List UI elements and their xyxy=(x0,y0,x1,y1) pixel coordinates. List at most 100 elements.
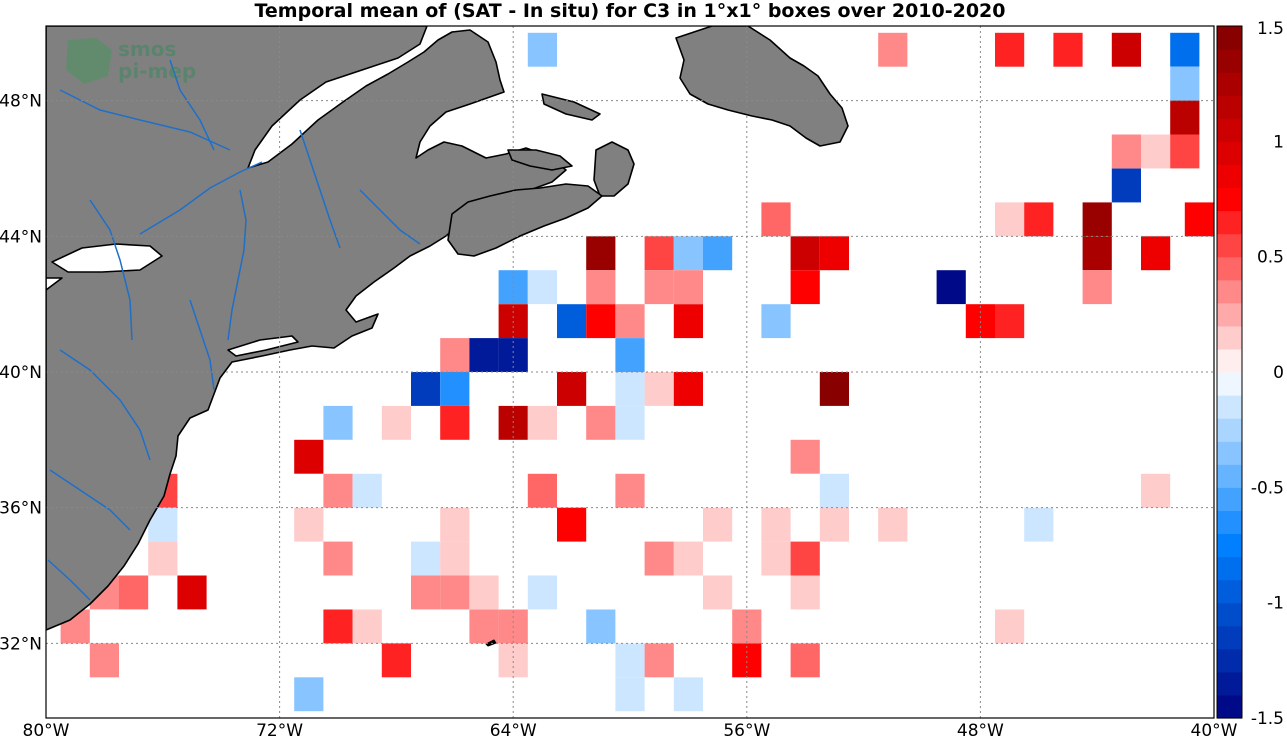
colorbar-swatch xyxy=(1217,395,1242,419)
heatmap-cell xyxy=(703,507,733,542)
heatmap-cell xyxy=(761,541,791,576)
lat-tick-label: 44°N xyxy=(0,227,42,247)
colorbar-frame xyxy=(1216,25,1243,719)
lon-tick-label: 48°W xyxy=(957,721,1004,738)
heatmap-cell xyxy=(819,236,849,271)
heatmap-cell xyxy=(323,473,353,508)
heatmap-cell xyxy=(381,643,411,678)
colorbar-swatch xyxy=(1217,372,1242,396)
map-title: Temporal mean of (SAT - In situ) for C3 … xyxy=(254,0,1006,22)
land-lake-ontario xyxy=(51,243,163,273)
colorbar-swatch xyxy=(1217,95,1242,119)
land-nova-scotia xyxy=(447,183,603,257)
heatmap-cell xyxy=(586,270,616,305)
heatmap-cell xyxy=(527,473,557,508)
heatmap-cell xyxy=(615,405,645,440)
colorbar-swatch xyxy=(1217,671,1242,696)
logo-line-1: smos xyxy=(118,37,176,61)
heatmap-cell xyxy=(1170,100,1200,135)
heatmap-cell xyxy=(527,405,557,440)
colorbar-tick-label: -0.5 xyxy=(1251,478,1284,498)
river-10 xyxy=(89,199,133,341)
river-st-lawrence xyxy=(139,161,263,235)
heatmap-cell xyxy=(411,372,441,406)
heatmap-cell xyxy=(1141,236,1171,271)
colorbar-tick-label: 1.5 xyxy=(1257,19,1284,39)
heatmap-cell xyxy=(352,609,382,644)
colorbar-tick-label: 1 xyxy=(1273,132,1284,152)
heatmap-cell xyxy=(1141,473,1171,508)
lat-tick-label: 36°N xyxy=(0,499,42,519)
heatmap-cell xyxy=(440,405,470,440)
heatmap-cell xyxy=(995,32,1025,67)
heatmap-cell xyxy=(586,304,616,339)
lon-tick-label: 80°W xyxy=(23,721,70,738)
colorbar-swatch xyxy=(1217,487,1242,511)
heatmap-cell xyxy=(703,575,733,610)
heatmap-cell xyxy=(936,270,966,305)
colorbar-swatch xyxy=(1217,648,1242,673)
heatmap-cell xyxy=(644,541,674,576)
heatmap-cell xyxy=(673,304,703,339)
heatmap-cell xyxy=(557,372,587,406)
heatmap-cell xyxy=(294,677,324,712)
colorbar-swatch xyxy=(1217,141,1242,165)
river-9 xyxy=(359,189,421,245)
land-newfoundland xyxy=(675,26,849,147)
heatmap-cell xyxy=(615,643,645,678)
heatmap-cell xyxy=(586,405,616,440)
colorbar-swatch xyxy=(1217,210,1242,235)
heatmap-cell xyxy=(615,473,645,508)
colorbar-tick-label: 0 xyxy=(1273,363,1284,383)
land-cape-breton xyxy=(593,141,635,197)
heatmap-cell xyxy=(89,643,119,678)
river-6 xyxy=(59,349,151,461)
longitude-tick-labels: 80°W 72°W 64°W 56°W 48°W 40°W xyxy=(23,721,1238,738)
lon-tick-label: 72°W xyxy=(256,721,303,738)
heatmap-cell xyxy=(878,507,908,542)
heatmap-cell xyxy=(644,236,674,271)
heatmap-cell xyxy=(1170,134,1200,169)
heatmap-cell xyxy=(790,270,820,305)
land-north-america xyxy=(46,26,567,631)
heatmap-cell xyxy=(878,32,908,67)
colorbar-swatch xyxy=(1217,26,1242,50)
heatmap-cell xyxy=(119,575,149,610)
heatmap-cell xyxy=(995,304,1025,339)
colorbar-swatch xyxy=(1217,348,1242,373)
heatmap-cell xyxy=(819,507,849,542)
heatmap-cell xyxy=(615,338,645,372)
heatmap-cell xyxy=(761,304,791,339)
heatmap-cell xyxy=(995,202,1025,237)
heatmap-cell xyxy=(440,372,470,406)
land-lake-erie-edge xyxy=(46,277,63,291)
heatmap-cell xyxy=(411,575,441,610)
heatmap-cell xyxy=(323,541,353,576)
heatmap-cell xyxy=(440,338,470,372)
heatmap-cell xyxy=(586,609,616,644)
colorbar-swatch xyxy=(1217,510,1242,535)
colorbar-swatch xyxy=(1217,441,1242,465)
heatmap-cell xyxy=(819,372,849,406)
graticule xyxy=(46,26,1214,718)
river-1 xyxy=(59,89,231,151)
heatmap-cell xyxy=(673,677,703,712)
lon-tick-label: 40°W xyxy=(1191,721,1238,738)
river-8 xyxy=(47,559,91,601)
land-layer xyxy=(46,26,849,647)
colorbar-swatch xyxy=(1217,694,1242,719)
colorbar-swatch xyxy=(1217,464,1242,488)
colorbar-swatch xyxy=(1217,533,1242,558)
heatmap-cell xyxy=(1111,168,1141,203)
latitude-tick-labels: 32°N 36°N 40°N 44°N 48°N xyxy=(0,92,42,655)
heatmap-cell xyxy=(1170,66,1200,101)
heatmap-cell xyxy=(673,541,703,576)
river-4 xyxy=(227,189,247,341)
heatmap-cell xyxy=(440,507,470,542)
smos-pi-mep-logo: smos pi-mep xyxy=(66,37,196,84)
colorbar-tick-label: 0.5 xyxy=(1257,248,1284,268)
heatmap-cell xyxy=(527,575,557,610)
heatmap-cell xyxy=(1082,236,1112,271)
heatmap-cell xyxy=(469,338,499,372)
